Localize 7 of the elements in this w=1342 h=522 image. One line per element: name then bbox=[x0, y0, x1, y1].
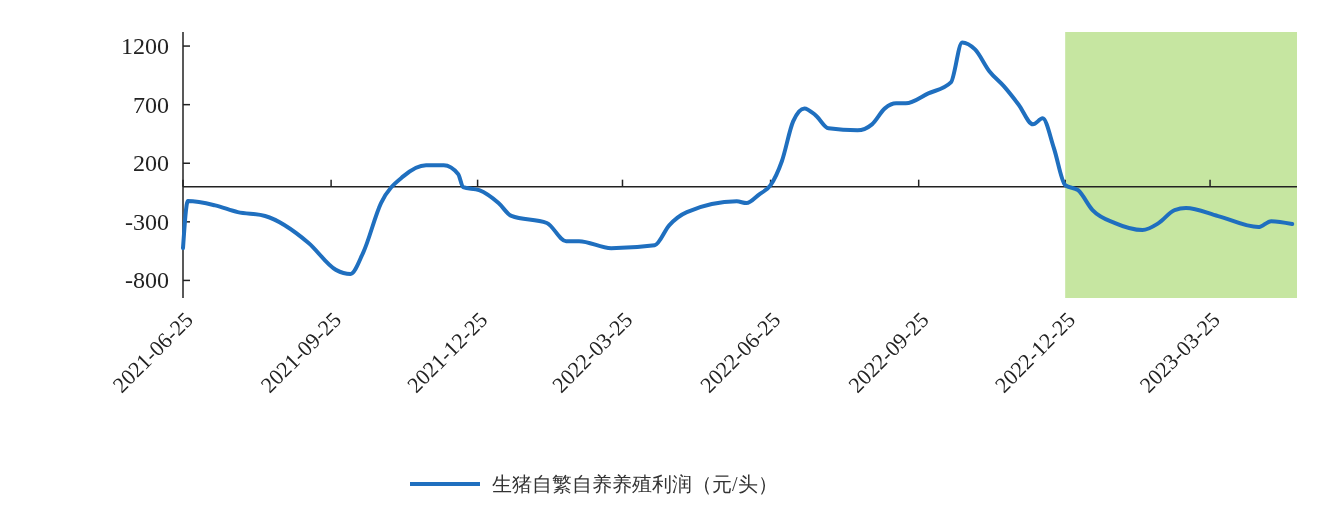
line-series bbox=[181, 40, 1295, 276]
y-tick-label: -800 bbox=[125, 267, 169, 294]
y-tick-label: 1200 bbox=[121, 33, 169, 60]
y-tick-label: 200 bbox=[133, 150, 169, 177]
y-tick-label: 700 bbox=[133, 91, 169, 118]
legend-label: 生猪自繁自养养殖利润（元/头） bbox=[492, 473, 778, 495]
y-tick-label: -300 bbox=[125, 208, 169, 235]
